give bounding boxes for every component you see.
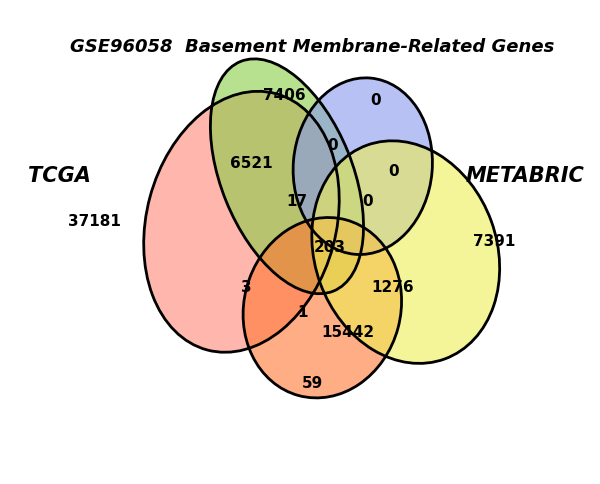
Text: 17: 17 — [287, 194, 308, 209]
Ellipse shape — [144, 91, 339, 352]
Text: TCGA: TCGA — [28, 166, 91, 186]
Text: 7406: 7406 — [263, 88, 306, 103]
Ellipse shape — [211, 59, 364, 294]
Ellipse shape — [293, 78, 433, 255]
Text: 37181: 37181 — [68, 214, 121, 229]
Ellipse shape — [243, 217, 401, 398]
Text: 0: 0 — [388, 164, 398, 179]
Text: 3: 3 — [241, 280, 252, 295]
Text: 7391: 7391 — [473, 235, 515, 249]
Ellipse shape — [312, 141, 500, 363]
Text: 6521: 6521 — [230, 156, 273, 171]
Text: 1276: 1276 — [372, 280, 415, 295]
Text: 1: 1 — [297, 305, 307, 320]
Text: 59: 59 — [302, 376, 323, 391]
Text: 15442: 15442 — [321, 325, 374, 340]
Text: 0: 0 — [362, 194, 373, 209]
Text: METABRIC: METABRIC — [465, 166, 584, 186]
Text: 0: 0 — [370, 93, 381, 108]
Text: 0: 0 — [327, 138, 338, 153]
Text: GSE96058  Basement Membrane-Related Genes: GSE96058 Basement Membrane-Related Genes — [70, 38, 554, 57]
Text: 203: 203 — [314, 240, 346, 255]
